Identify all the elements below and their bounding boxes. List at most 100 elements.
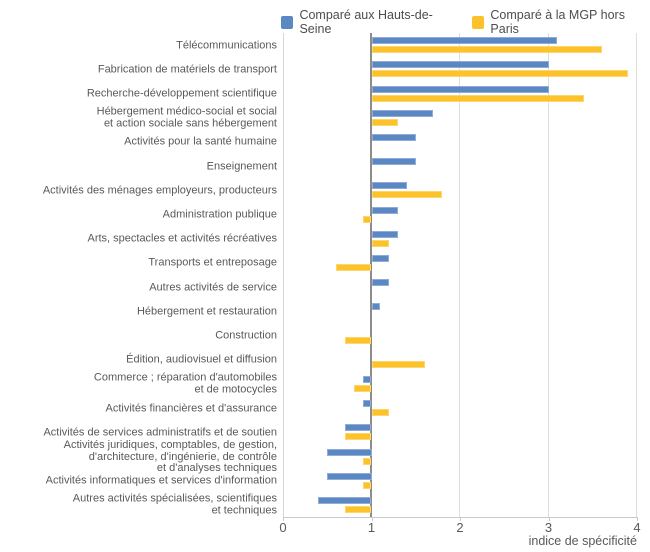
category-label-line: et de motocycles <box>194 383 277 396</box>
gridline <box>459 33 460 517</box>
category-label-line: et techniques <box>211 504 277 517</box>
gridline <box>547 33 549 517</box>
legend: Comparé aux Hauts-de-Seine Comparé à la … <box>281 8 650 36</box>
category-label: Commerce ; réparation d'automobiles et de… <box>0 371 277 396</box>
bar-hauts-de-seine[interactable] <box>362 400 372 408</box>
bar-mgp-hors-paris[interactable] <box>344 505 372 513</box>
category-label-line: Construction <box>215 329 277 342</box>
bar-hauts-de-seine[interactable] <box>371 303 381 311</box>
x-tick-label: 4 <box>633 520 641 535</box>
category-label-line: Enseignement <box>206 159 277 172</box>
category-label-line: Commerce ; réparation d'automobiles <box>93 371 277 384</box>
bar-mgp-hors-paris[interactable] <box>362 215 372 223</box>
category-label: Télécommunications <box>0 38 277 52</box>
gridline <box>636 33 637 517</box>
category-label: Enseignement <box>0 159 277 173</box>
category-label-line: Hébergement médico-social et social <box>96 105 277 118</box>
bar-hauts-de-seine[interactable] <box>371 158 416 166</box>
x-tick-label: 3 <box>544 520 553 535</box>
bar-mgp-hors-paris[interactable] <box>353 384 372 392</box>
bar-hauts-de-seine[interactable] <box>327 472 372 480</box>
category-label-line: Arts, spectacles et activités récréative… <box>87 232 277 245</box>
category-label: Autres activités spécialisées, scientifi… <box>0 492 277 517</box>
category-label-line: Activités financières et d'assurance <box>105 401 277 414</box>
bar-hauts-de-seine[interactable] <box>371 230 399 238</box>
x-tick-label: 1 <box>367 520 376 535</box>
bar-hauts-de-seine[interactable] <box>371 109 434 117</box>
bar-mgp-hors-paris[interactable] <box>371 46 602 54</box>
bar-mgp-hors-paris[interactable] <box>371 94 584 102</box>
category-label: Construction <box>0 330 277 342</box>
category-label-line: Autres activités de service <box>149 280 277 293</box>
legend-swatch-hauts-de-seine <box>281 15 294 29</box>
bar-hauts-de-seine[interactable] <box>371 206 399 214</box>
category-label: Activités pour la santé humaine <box>0 135 277 149</box>
legend-label: Comparé aux Hauts-de-Seine <box>299 8 433 36</box>
category-label-line: Activités des ménages employeurs, produc… <box>42 184 277 197</box>
bar-mgp-hors-paris[interactable] <box>336 263 372 271</box>
category-label: Fabrication de matériels de transport <box>0 64 277 76</box>
category-label-line: et d'analyses techniques <box>156 461 277 474</box>
bar-mgp-hors-paris[interactable] <box>371 191 443 199</box>
category-label-line: Télécommunications <box>176 38 277 51</box>
bar-hauts-de-seine[interactable] <box>362 375 372 383</box>
bar-mgp-hors-paris[interactable] <box>371 360 425 368</box>
category-label-line: d'architecture, d'ingénierie, de contrôl… <box>88 450 277 463</box>
category-label-line: Transports et entreposage <box>148 256 277 269</box>
category-label: Édition, audiovisuel et diffusion <box>0 354 277 366</box>
bar-mgp-hors-paris[interactable] <box>371 239 390 247</box>
category-label: Transports et entreposage <box>0 256 277 270</box>
bar-mgp-hors-paris[interactable] <box>371 118 399 126</box>
x-axis-tick <box>460 517 461 521</box>
bar-hauts-de-seine[interactable] <box>371 85 549 93</box>
bar-mgp-hors-paris[interactable] <box>344 336 372 344</box>
x-axis-tick <box>371 517 373 521</box>
category-label-line: Administration publique <box>162 208 277 221</box>
x-tick-label: 2 <box>456 520 464 535</box>
category-label-line: Fabrication de matériels de transport <box>97 63 277 76</box>
bar-hauts-de-seine[interactable] <box>371 61 549 69</box>
bar-mgp-hors-paris[interactable] <box>371 409 390 417</box>
category-labels: Télécommunications Fabrication de matérie… <box>0 33 277 517</box>
legend-item-hauts-de-seine[interactable]: Comparé aux Hauts-de-Seine <box>281 8 458 36</box>
category-label: Hébergement médico-social et social et ac… <box>0 105 277 130</box>
bar-hauts-de-seine[interactable] <box>371 133 416 141</box>
category-label: Activités des ménages employeurs, produc… <box>0 185 277 197</box>
category-label: Activités juridiques, comptables, de ges… <box>0 438 277 475</box>
category-label: Autres activités de service <box>0 280 277 294</box>
bar-hauts-de-seine[interactable] <box>371 279 390 287</box>
bar-hauts-de-seine[interactable] <box>371 37 558 45</box>
bar-hauts-de-seine[interactable] <box>327 448 372 456</box>
legend-swatch-mgp-hors-paris <box>471 15 485 29</box>
category-label-line: Édition, audiovisuel et diffusion <box>126 353 277 366</box>
category-label: Activités de services administratifs et … <box>0 427 277 439</box>
legend-item-mgp-hors-paris[interactable]: Comparé à la MGP hors Paris <box>471 8 650 36</box>
category-label-line: Activités juridiques, comptables, de ges… <box>63 438 277 451</box>
category-label-line: Hébergement et restauration <box>136 305 277 318</box>
category-label: Arts, spectacles et activités récréative… <box>0 233 277 245</box>
x-axis-tick <box>283 517 284 521</box>
category-label-line: Activités pour la santé humaine <box>124 135 277 148</box>
bar-hauts-de-seine[interactable] <box>344 424 372 432</box>
bar-hauts-de-seine[interactable] <box>371 182 407 190</box>
bar-mgp-hors-paris[interactable] <box>344 433 372 441</box>
category-label-line: Recherche-développement scientifique <box>86 87 277 100</box>
x-tick-label: 0 <box>279 520 287 535</box>
category-label-line: Autres activités spécialisées, scientifi… <box>72 492 277 505</box>
bar-mgp-hors-paris[interactable] <box>362 481 372 489</box>
category-label-line: et action sociale sans hébergement <box>103 117 277 130</box>
x-axis-title: indice de spécificité <box>528 534 637 548</box>
baseline-index-1 <box>370 33 372 517</box>
category-label-line: Activités de services administratifs et … <box>43 426 277 439</box>
category-label: Activités informatiques et services d'in… <box>0 475 277 487</box>
category-label: Hébergement et restauration <box>0 306 277 318</box>
bar-hauts-de-seine[interactable] <box>371 254 390 262</box>
bar-hauts-de-seine[interactable] <box>318 496 372 504</box>
y-axis-line <box>283 33 284 517</box>
bar-mgp-hors-paris[interactable] <box>362 457 372 465</box>
category-label: Recherche-développement scientifique <box>0 88 277 100</box>
plot-area <box>283 33 638 517</box>
x-axis-tick <box>637 517 638 521</box>
bar-mgp-hors-paris[interactable] <box>371 70 629 78</box>
